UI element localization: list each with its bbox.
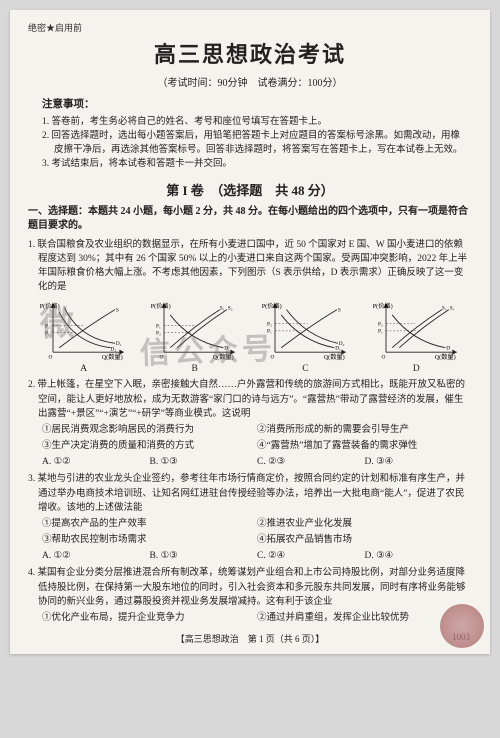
q2-statements: ①居民消费观念影响居民的消费行为 ②消费所形成的新的需要会引导生产 ③生产决定消… — [42, 423, 472, 455]
svg-text:P(价格): P(价格) — [39, 301, 59, 309]
graph-row: P(价格) Q(数量) S D₂ D₁ P₂ P₁ O P(价格) Q(数量) … — [28, 299, 472, 361]
svg-text:P(价格): P(价格) — [372, 301, 392, 309]
notice-item: 3. 考试结束后，将本试卷和答题卡一并交回。 — [54, 157, 472, 171]
confidential-label: 绝密★启用前 — [28, 22, 472, 35]
svg-text:Q(数量): Q(数量) — [212, 353, 233, 361]
svg-text:P₂: P₂ — [267, 321, 272, 327]
statement: ②消费所形成的新的需要会引导生产 — [257, 424, 472, 438]
statement: ②推进农业产业化发展 — [257, 518, 472, 532]
svg-text:P₂: P₂ — [45, 323, 50, 329]
svg-text:Q(数量): Q(数量) — [323, 353, 344, 361]
svg-text:Q(数量): Q(数量) — [434, 353, 455, 361]
exam-title: 高三思想政治考试 — [28, 39, 472, 71]
svg-text:P₂: P₂ — [156, 330, 161, 336]
svg-text:P₁: P₁ — [267, 328, 272, 334]
notice-heading: 注意事项： — [42, 97, 472, 112]
svg-text:Q(数量): Q(数量) — [101, 353, 122, 361]
option: C. ②③ — [257, 456, 365, 470]
svg-text:S: S — [337, 307, 340, 313]
svg-text:P₂: P₂ — [378, 321, 383, 327]
page-footer: 【高三思想政治 第 1 页（共 6 页）】 — [28, 633, 472, 646]
question-1: 1. 联合国粮食及农业组织的数据显示，在所有小麦进口国中，近 50 个国家对 E… — [28, 238, 472, 295]
svg-text:S₁: S₁ — [219, 305, 224, 311]
svg-text:P₁: P₁ — [156, 323, 161, 329]
notice-item: 1. 答卷前，考生务必将自己的姓名、考号和座位号填写在答题卡上。 — [54, 115, 472, 129]
option: B. ①③ — [150, 456, 258, 470]
stamp-icon — [440, 604, 484, 648]
section-instruction: 一、选择题：本题共 24 小题，每小题 2 分，共 48 分。在每小题给出的四个… — [28, 205, 472, 234]
svg-text:O: O — [48, 354, 52, 360]
exam-subtitle: （考试时间：90分钟 试卷满分：100分） — [28, 77, 472, 92]
statement: ③生产决定消费的质量和消费的方式 — [42, 440, 257, 454]
svg-text:D₂: D₂ — [338, 341, 344, 347]
graph-b: P(价格) Q(数量) D S₁ S₂ P₁ P₂ O — [149, 299, 241, 361]
option: A. ①② — [42, 456, 150, 470]
graph-option-labels: A B C D — [28, 363, 472, 377]
statement: ①优化产业布局，提升企业竞争力 — [42, 612, 257, 626]
notice-item: 2. 回答选择题时，选出每小题答案后，用铅笔把答题卡上对应题目的答案标号涂黑。如… — [54, 129, 472, 158]
question-4: 4. 某国有企业分类分层推进混合所有制改革，统筹谋划产业组合和上市公司持股比例，… — [28, 566, 472, 609]
opt-a: A — [80, 363, 87, 377]
option: D. ③④ — [365, 456, 473, 470]
section-heading: 第 I 卷 （选择题 共 48 分） — [28, 182, 472, 201]
svg-text:P₁: P₁ — [45, 330, 50, 336]
option: D. ③④ — [365, 550, 473, 564]
statement: ④拓展农产品销售市场 — [257, 534, 472, 548]
q3-options: A. ①② B. ①③ C. ②④ D. ③④ — [42, 549, 472, 565]
svg-text:P₁: P₁ — [378, 328, 383, 334]
option: C. ②④ — [257, 550, 365, 564]
q2-options: A. ①② B. ①③ C. ②③ D. ③④ — [42, 455, 472, 471]
graph-a: P(价格) Q(数量) S D₂ D₁ P₂ P₁ O — [38, 299, 130, 361]
svg-text:S₂: S₂ — [441, 305, 446, 311]
svg-text:S₁: S₁ — [449, 305, 454, 311]
svg-text:D: D — [224, 345, 228, 351]
statement: ④“露营热”增加了露营装备的需求弹性 — [257, 440, 472, 454]
opt-d: D — [413, 363, 420, 377]
svg-text:D: D — [446, 345, 450, 351]
graph-d: P(价格) Q(数量) D S₂ S₁ P₂ P₁ O — [371, 299, 463, 361]
svg-text:P(价格): P(价格) — [261, 301, 281, 309]
question-2: 2. 带上帐篷，在星空下入眠，亲密接触大自然……户外露营和传统的旅游间方式相比，… — [28, 378, 472, 421]
svg-text:O: O — [381, 354, 385, 360]
exam-page: 绝密★启用前 高三思想政治考试 （考试时间：90分钟 试卷满分：100分） 注意… — [10, 10, 490, 654]
svg-text:O: O — [159, 354, 163, 360]
statement: ①提高农产品的生产效率 — [42, 518, 257, 532]
option: B. ①③ — [150, 550, 258, 564]
opt-c: C — [302, 363, 308, 377]
option: A. ①② — [42, 550, 150, 564]
question-3: 3. 某地与引进的农业龙头企业签约，参考往年市场行情商定价，按照合同约定的计划和… — [28, 472, 472, 515]
svg-text:D₁: D₁ — [115, 341, 121, 347]
svg-text:S: S — [115, 307, 118, 313]
svg-text:S₂: S₂ — [227, 305, 232, 311]
opt-b: B — [191, 363, 197, 377]
svg-text:P(价格): P(价格) — [150, 301, 170, 309]
statement: ③帮助农民控制市场需求 — [42, 534, 257, 548]
q4-statements: ①优化产业布局，提升企业竞争力 ②通过并肩重组，发挥企业比较优势 — [42, 611, 472, 627]
statement: ①居民消费观念影响居民的消费行为 — [42, 424, 257, 438]
q3-statements: ①提高农产品的生产效率 ②推进农业产业化发展 ③帮助农民控制市场需求 ④拓展农产… — [42, 517, 472, 549]
graph-c: P(价格) Q(数量) S D₁ D₂ P₂ P₁ O — [260, 299, 352, 361]
svg-text:D₂: D₂ — [110, 346, 116, 352]
svg-text:O: O — [270, 354, 274, 360]
